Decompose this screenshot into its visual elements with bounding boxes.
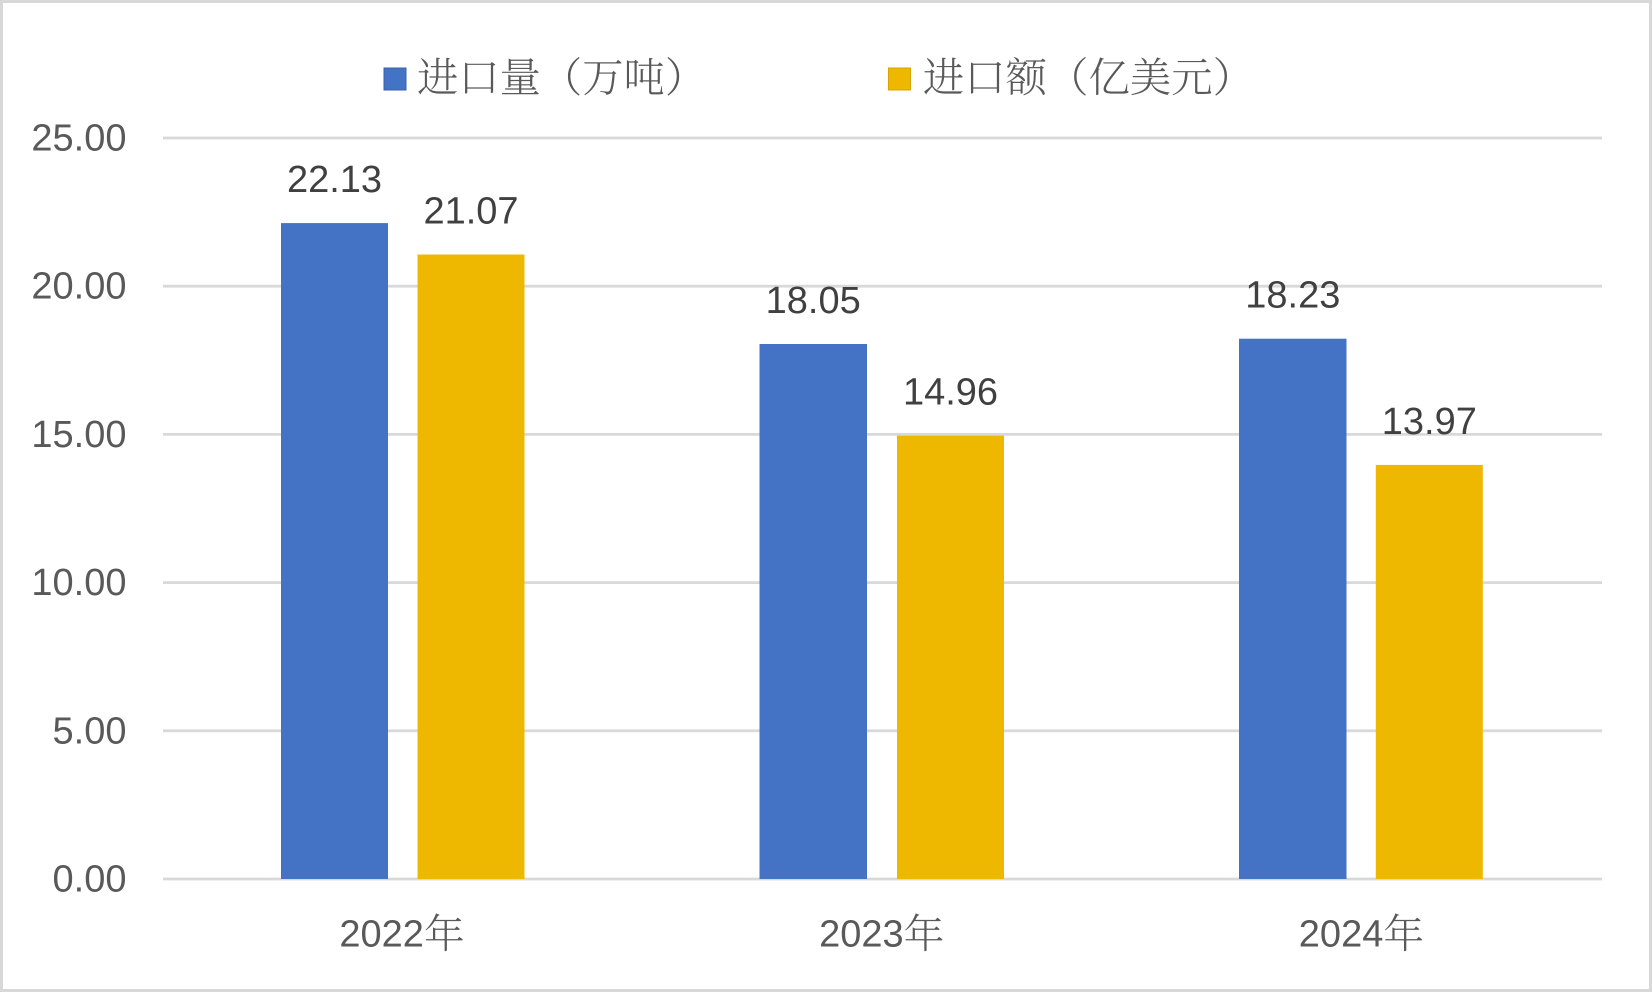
svg-text:2023: 2023 xyxy=(819,914,904,956)
svg-text:2022: 2022 xyxy=(339,914,424,956)
svg-text:13.97: 13.97 xyxy=(1382,401,1477,443)
svg-text:5.00: 5.00 xyxy=(53,710,127,752)
svg-text:18.23: 18.23 xyxy=(1245,275,1340,317)
svg-text:14.96: 14.96 xyxy=(903,372,998,414)
svg-text:21.07: 21.07 xyxy=(423,191,518,233)
svg-text:0.00: 0.00 xyxy=(53,859,127,901)
svg-text:2024: 2024 xyxy=(1299,914,1384,956)
svg-text:18.05: 18.05 xyxy=(766,280,861,322)
svg-text:10.00: 10.00 xyxy=(31,562,126,604)
svg-text:22.13: 22.13 xyxy=(287,159,382,201)
svg-text:15.00: 15.00 xyxy=(31,414,126,456)
svg-text:25.00: 25.00 xyxy=(31,118,126,160)
svg-text:20.00: 20.00 xyxy=(31,266,126,308)
